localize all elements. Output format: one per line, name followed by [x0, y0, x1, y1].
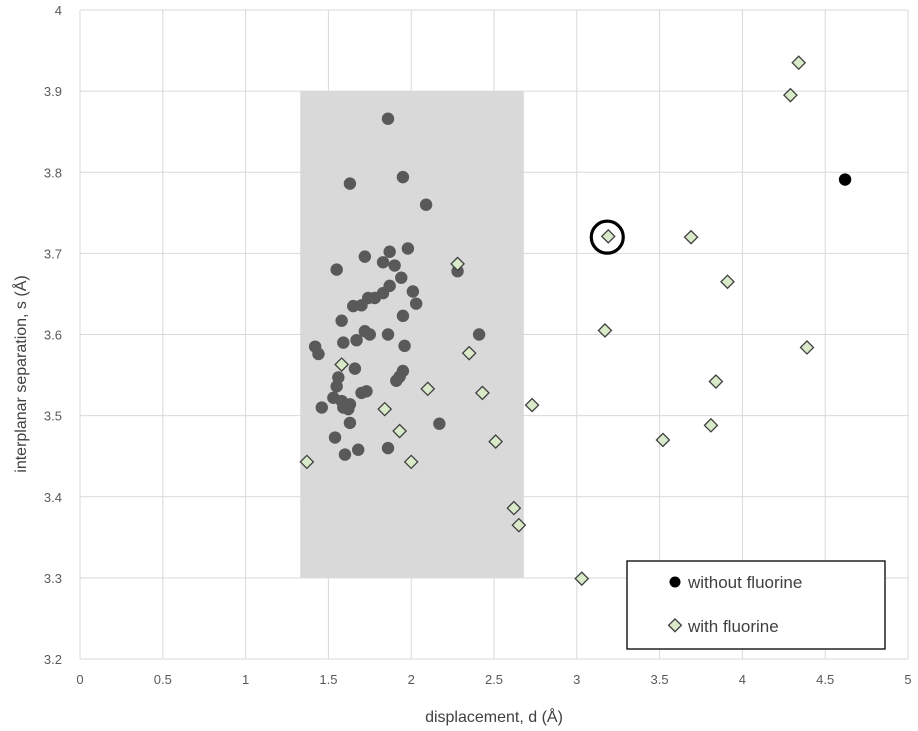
data-point-with-fluorine [799, 340, 815, 355]
data-point-with-fluorine [708, 374, 724, 389]
x-tick-label: 0.5 [154, 672, 172, 687]
x-tick-label: 4 [739, 672, 746, 687]
data-point-with-fluorine [703, 417, 719, 433]
x-axis-title: displacement, d (Å) [425, 707, 563, 726]
data-point-without-fluorine [342, 402, 355, 416]
data-point-without-fluorine [396, 170, 410, 184]
data-point-with-fluorine [506, 500, 522, 516]
y-tick-label: 3.6 [44, 328, 62, 343]
data-point-without-fluorine [347, 299, 360, 313]
data-point-with-fluorine [720, 274, 735, 290]
data-point-with-fluorine [450, 256, 465, 272]
legend-marker-with-fluorine [667, 618, 683, 633]
data-point-without-fluorine [398, 339, 411, 353]
gridlines [79, 9, 909, 660]
data-point-without-fluorine [433, 417, 446, 430]
y-tick-label: 3.8 [44, 165, 62, 180]
data-point-without-fluorine [406, 285, 420, 298]
data-point-without-fluorine [381, 441, 395, 455]
data-point-without-fluorine [401, 242, 415, 255]
legend-label-without-fluorine: without fluorine [687, 573, 802, 592]
data-point-with-fluorine [597, 323, 613, 338]
y-axis-title: interplanar separation, s (Å) [11, 275, 30, 472]
y-tick-label: 4 [55, 3, 62, 18]
data-point-without-fluorine [343, 416, 357, 430]
highlight-ring [589, 219, 625, 255]
data-point-without-fluorine [358, 250, 372, 263]
y-tick-label: 3.4 [44, 490, 62, 505]
x-tick-label: 2.5 [485, 672, 503, 687]
data-point-without-fluorine [328, 431, 342, 444]
y-tick-label: 3.9 [44, 84, 62, 99]
legend: without fluorine with fluorine [626, 560, 886, 650]
data-points [299, 55, 852, 587]
data-point-without-fluorine [409, 297, 423, 310]
data-point-with-fluorine [782, 87, 798, 103]
data-point-without-fluorine [363, 328, 376, 341]
data-point-without-fluorine [335, 314, 348, 327]
x-tick-label: 5 [904, 672, 911, 687]
data-point-without-fluorine [355, 386, 368, 400]
x-tick-label: 3 [573, 672, 580, 687]
data-point-without-fluorine [337, 336, 350, 349]
y-tick-label: 3.5 [44, 409, 62, 424]
data-point-with-fluorine [392, 423, 408, 439]
data-point-without-fluorine [350, 333, 363, 347]
data-point-without-fluorine [381, 112, 395, 125]
legend-label-with-fluorine: with fluorine [687, 617, 779, 636]
data-point-with-fluorine [524, 397, 540, 413]
y-tick-label: 3.2 [44, 652, 62, 667]
data-point-with-fluorine [683, 229, 699, 245]
data-point-with-fluorine [461, 345, 477, 361]
data-point-without-fluorine [419, 198, 433, 211]
data-point-without-fluorine [838, 173, 852, 186]
data-point-without-fluorine [390, 374, 403, 387]
data-point-with-fluorine [377, 401, 393, 417]
y-tick-label: 3.7 [44, 246, 62, 261]
data-point-without-fluorine [376, 256, 390, 269]
x-tick-label: 2 [408, 672, 415, 687]
data-point-without-fluorine [338, 448, 352, 461]
data-point-without-fluorine [348, 362, 362, 375]
y-tick-label: 3.3 [44, 571, 62, 586]
data-point-with-fluorine [655, 432, 671, 448]
data-point-with-fluorine [403, 454, 419, 470]
data-point-without-fluorine [381, 328, 395, 341]
data-point-without-fluorine [315, 401, 328, 414]
x-tick-label: 1.5 [319, 672, 337, 687]
legend-marker-without-fluorine [669, 576, 681, 588]
data-point-with-fluorine [474, 385, 490, 401]
data-point-with-fluorine [488, 434, 504, 450]
x-tick-label: 4.5 [816, 672, 834, 687]
x-tick-label: 1 [242, 672, 249, 687]
data-point-without-fluorine [396, 309, 410, 323]
data-point-without-fluorine [388, 259, 401, 272]
data-point-with-fluorine [299, 454, 315, 470]
data-point-without-fluorine [395, 271, 408, 284]
data-point-without-fluorine [330, 380, 343, 393]
data-point-without-fluorine [330, 263, 343, 276]
data-point-without-fluorine [472, 328, 486, 341]
highlight-layer [589, 219, 625, 255]
data-point-without-fluorine [383, 245, 396, 258]
data-point-without-fluorine [343, 177, 357, 190]
data-point-with-fluorine [791, 55, 807, 71]
data-point-with-fluorine [334, 357, 350, 372]
data-point-with-fluorine [574, 571, 590, 587]
data-point-without-fluorine [352, 443, 365, 456]
legend-box [626, 560, 886, 650]
data-point-with-fluorine [600, 228, 616, 244]
x-tick-label: 0 [76, 672, 83, 687]
data-point-with-fluorine [511, 517, 527, 533]
data-point-with-fluorine [420, 381, 436, 397]
tick-labels: 0 0.5 1 1.5 2 2.5 3 3.5 4 4.5 5 3.2 3.3 3.4 3.5 3.6 3.7 3… [44, 3, 912, 687]
x-tick-label: 3.5 [651, 672, 669, 687]
data-point-without-fluorine [312, 347, 325, 361]
